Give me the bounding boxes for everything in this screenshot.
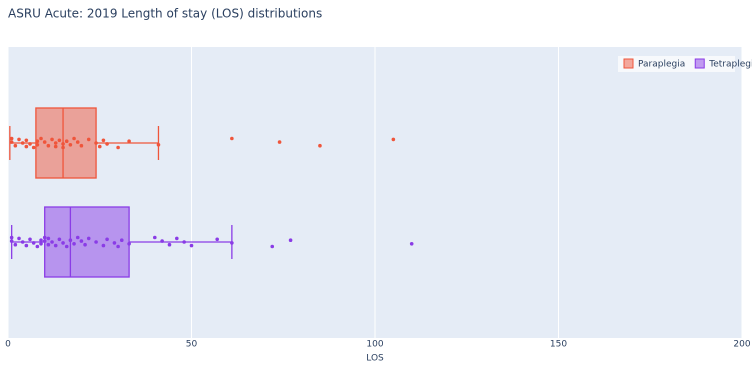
data-point xyxy=(79,239,84,243)
data-point xyxy=(46,143,51,148)
x-tick-label: 100 xyxy=(366,340,383,350)
legend-box xyxy=(618,56,735,72)
data-point xyxy=(230,241,234,245)
data-point xyxy=(42,235,47,240)
data-point xyxy=(72,136,76,141)
data-point xyxy=(270,244,275,249)
data-point xyxy=(105,142,109,146)
data-point xyxy=(68,238,73,242)
data-point xyxy=(20,141,25,145)
data-point xyxy=(57,237,62,242)
data-point xyxy=(61,142,65,146)
data-point xyxy=(13,242,18,247)
data-point xyxy=(75,140,80,144)
data-point xyxy=(9,235,14,240)
data-point xyxy=(24,144,29,149)
data-point xyxy=(42,140,47,144)
data-point xyxy=(101,243,106,248)
data-point xyxy=(182,240,186,244)
data-point xyxy=(68,143,73,147)
data-point xyxy=(39,238,43,242)
data-point xyxy=(116,244,120,249)
data-point xyxy=(31,145,36,150)
data-point xyxy=(86,236,91,241)
data-point xyxy=(24,243,29,248)
data-point xyxy=(153,235,157,240)
data-point xyxy=(28,142,32,146)
data-point xyxy=(116,145,120,150)
legend: Paraplegia Tetraplegia xyxy=(618,56,752,72)
x-tick-label: 200 xyxy=(733,340,750,350)
data-point xyxy=(53,141,58,145)
legend-label: Tetraplegia xyxy=(708,60,752,70)
data-point xyxy=(318,143,322,148)
data-point xyxy=(391,137,396,142)
legend-swatch xyxy=(694,58,705,69)
x-tick-label: 150 xyxy=(550,340,567,350)
data-point xyxy=(35,139,40,143)
data-point xyxy=(83,242,87,247)
data-point xyxy=(53,243,58,248)
data-point xyxy=(13,143,18,148)
data-point xyxy=(97,144,102,149)
x-tick-label: 0 xyxy=(5,340,11,350)
data-point xyxy=(17,137,21,142)
data-point xyxy=(50,240,54,244)
data-point xyxy=(79,143,84,148)
data-point xyxy=(31,241,36,245)
data-point xyxy=(50,137,54,142)
data-point xyxy=(127,139,131,143)
data-point xyxy=(28,237,32,242)
data-point xyxy=(9,239,14,243)
data-point xyxy=(39,242,43,246)
data-point xyxy=(42,239,47,243)
chart-title: ASRU Acute: 2019 Length of stay (LOS) di… xyxy=(8,7,322,21)
data-point xyxy=(156,143,161,147)
legend-label: Paraplegia xyxy=(638,60,685,70)
data-point xyxy=(86,137,91,142)
data-point xyxy=(167,242,172,247)
data-point xyxy=(160,239,164,243)
data-point xyxy=(64,244,69,249)
data-point xyxy=(35,143,40,147)
data-point xyxy=(53,144,58,149)
data-point xyxy=(94,240,98,244)
data-point xyxy=(75,235,80,240)
data-point xyxy=(64,139,69,143)
data-point xyxy=(9,136,14,141)
data-point xyxy=(105,237,109,242)
data-point xyxy=(112,241,117,245)
data-point xyxy=(61,241,65,245)
x-axis-title: LOS xyxy=(366,354,384,364)
data-point xyxy=(127,242,131,246)
data-point xyxy=(35,244,40,249)
data-point xyxy=(189,243,194,248)
data-point xyxy=(288,238,293,242)
data-point xyxy=(101,138,106,143)
data-point xyxy=(24,138,29,143)
data-point xyxy=(277,140,282,144)
data-point xyxy=(175,236,179,241)
data-point xyxy=(72,242,76,246)
data-point xyxy=(46,242,51,247)
x-tick-label: 50 xyxy=(186,340,198,350)
data-point xyxy=(57,138,62,143)
data-point xyxy=(119,238,124,242)
data-point xyxy=(20,240,25,244)
data-point xyxy=(61,145,65,150)
data-point xyxy=(215,237,219,242)
data-point xyxy=(230,136,234,141)
data-point xyxy=(17,236,21,241)
data-point xyxy=(409,242,414,246)
box xyxy=(44,206,130,278)
data-point xyxy=(39,136,43,141)
legend-swatch xyxy=(623,58,634,69)
data-point xyxy=(46,236,51,241)
data-point xyxy=(9,140,14,144)
data-point xyxy=(94,141,98,145)
